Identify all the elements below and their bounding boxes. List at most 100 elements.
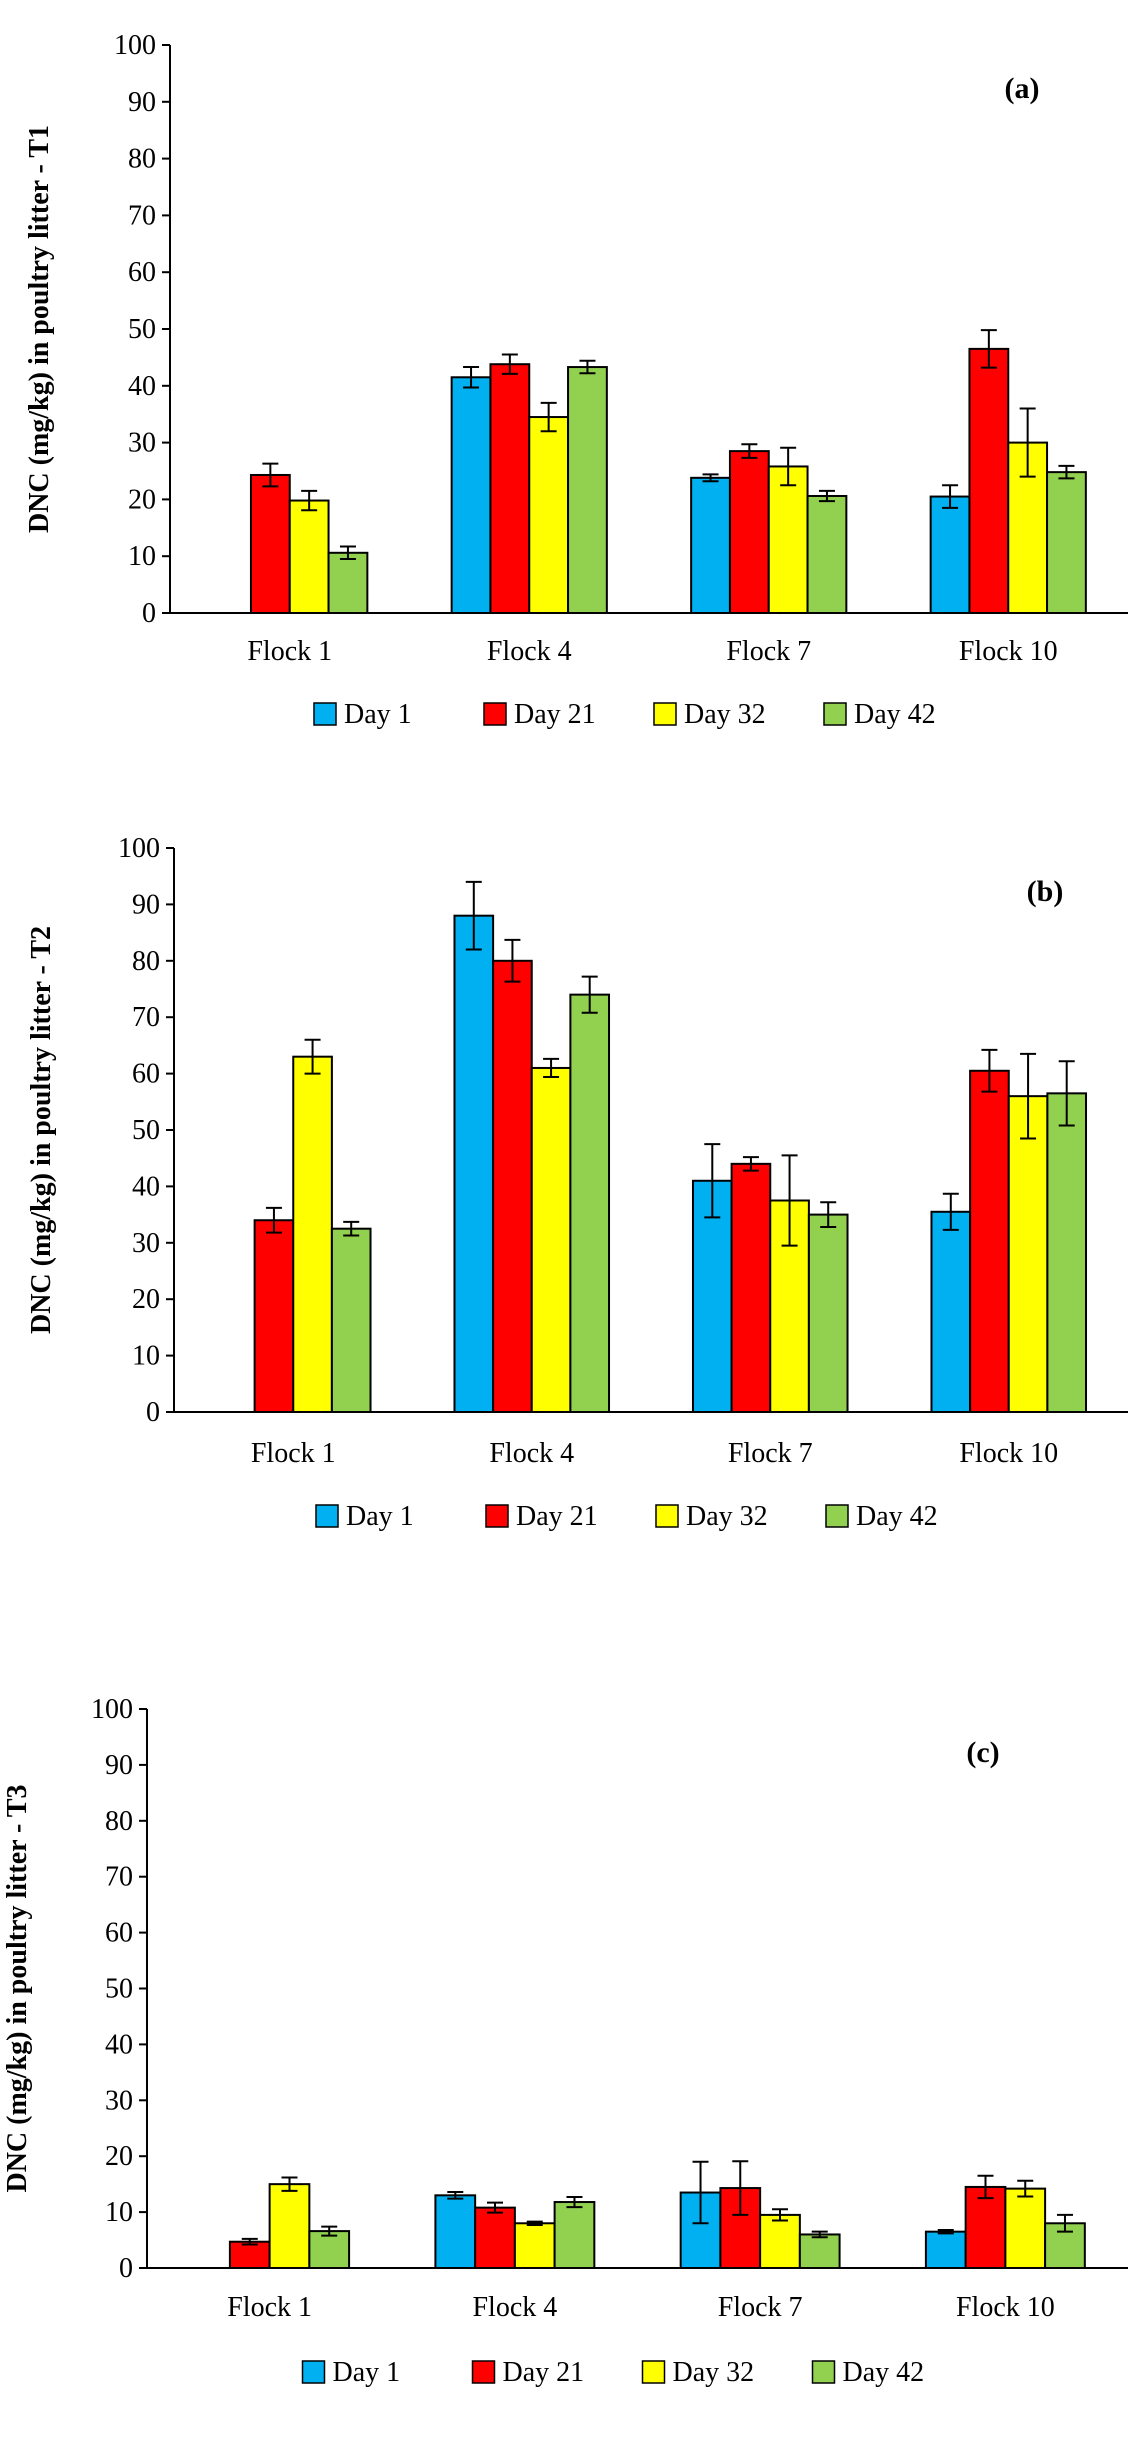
y-tick-label: 100 (91, 1694, 133, 1725)
chart-a: 0 10 20 30 40 50 60 70 80 90 100 DNC (mg/kg) in pou… (24, 30, 1128, 730)
legend-swatch (825, 1504, 849, 1528)
x-category-label: Flock 4 (472, 2292, 557, 2323)
bar-day-1-flock-10 (930, 1210, 972, 1413)
bar-day-21-flock-1 (228, 2240, 271, 2269)
y-tick-label: 70 (105, 1862, 133, 1893)
x-category-label: Flock 1 (227, 2292, 312, 2323)
bar-day-42-flock-7 (807, 1213, 849, 1413)
legend-swatch (655, 1504, 679, 1528)
legend-label: Day 32 (684, 699, 766, 730)
bar-day-21-flock-4 (492, 959, 533, 1414)
y-axis-title: DNC (mg/kg) in poultry litter - T2 (26, 926, 57, 1334)
panel-label: (b) (1027, 875, 1064, 908)
y-tick-label: 30 (132, 1228, 160, 1259)
x-category-label: Flock 4 (489, 1438, 574, 1469)
legend-label: Day 42 (843, 2357, 925, 2388)
y-tick-label: 70 (132, 1002, 160, 1033)
bar-day-32-flock-4 (528, 416, 570, 615)
y-tick-label: 10 (105, 2197, 133, 2228)
bar-day-42-flock-1 (330, 1227, 372, 1414)
x-category-label: Flock 1 (247, 636, 332, 667)
legend-label: Day 42 (854, 699, 936, 730)
y-tick-label: 100 (114, 30, 156, 61)
legend-swatch (315, 1504, 339, 1528)
y-tick-label: 80 (132, 946, 160, 977)
y-tick-label: 0 (146, 1397, 160, 1428)
bar-day-42-flock-7 (806, 494, 848, 615)
x-category-label: Flock 10 (959, 636, 1058, 667)
x-category-label: Flock 7 (726, 636, 811, 667)
y-tick-label: 80 (105, 1806, 133, 1837)
bar-day-1-flock-7 (691, 1179, 733, 1414)
y-tick-label: 50 (128, 314, 156, 345)
legend-swatch (823, 702, 847, 726)
y-tick-label: 0 (119, 2253, 133, 2284)
bar-day-32-flock-7 (759, 2213, 801, 2270)
bar-day-1-flock-10 (929, 495, 971, 614)
legend-label: Day 1 (344, 699, 412, 730)
legend-label: Day 32 (686, 1501, 768, 1532)
y-axis-title: DNC (mg/kg) in poultry litter - T3 (2, 1784, 33, 2192)
x-category-label: Flock 10 (956, 2292, 1055, 2323)
bar-day-21-flock-7 (730, 1162, 772, 1413)
bar-day-42-flock-10 (1046, 471, 1087, 614)
y-tick-label: 100 (118, 833, 160, 864)
bar-day-21-flock-10 (969, 1069, 1010, 1413)
y-tick-label: 20 (128, 484, 156, 515)
bar-day-32-flock-7 (769, 1199, 810, 1413)
chart-c: 0 10 20 30 40 50 60 70 80 90 100 DNC (mg/kg) in pou… (2, 1694, 1128, 2388)
y-tick-label: 60 (128, 257, 156, 288)
bar-day-42-flock-1 (308, 2230, 351, 2270)
y-tick-label: 10 (128, 541, 156, 572)
y-tick-label: 20 (132, 1284, 160, 1315)
legend-label: Day 1 (333, 2357, 401, 2388)
legend-swatch (471, 2360, 496, 2384)
y-tick-label: 90 (128, 87, 156, 118)
bar-day-1-flock-4 (453, 914, 495, 1414)
y-tick-label: 90 (132, 889, 160, 920)
y-tick-label: 40 (132, 1171, 160, 1202)
bar-day-32-flock-4 (513, 2222, 556, 2270)
bar-day-32-flock-10 (1004, 2187, 1047, 2270)
bar-day-32-flock-10 (1007, 1095, 1049, 1413)
y-tick-label: 40 (128, 371, 156, 402)
y-tick-label: 20 (105, 2141, 133, 2172)
legend-swatch (653, 702, 677, 726)
x-category-label: Flock 7 (728, 1438, 813, 1469)
bar-day-21-flock-4 (474, 2206, 516, 2269)
y-tick-label: 0 (142, 598, 156, 629)
chart-panel-a: 0 10 20 30 40 50 60 70 80 90 100 DNC (mg/kg) in pou… (0, 0, 1133, 805)
y-axis-title: DNC (mg/kg) in poultry litter - T1 (24, 125, 55, 533)
y-tick-label: 10 (132, 1341, 160, 1372)
bar-day-21-flock-4 (489, 363, 531, 614)
bar-day-42-flock-10 (1046, 1092, 1088, 1413)
bar-day-21-flock-1 (253, 1219, 295, 1413)
y-tick-label: 60 (105, 1918, 133, 1949)
bar-day-21-flock-10 (968, 347, 1010, 614)
bar-day-42-flock-4 (569, 993, 611, 1413)
legend-swatch (483, 702, 507, 726)
y-tick-label: 70 (128, 200, 156, 231)
y-tick-label: 30 (105, 2085, 133, 2116)
chart-panel-b: 0 10 20 30 40 50 60 70 80 90 100 DNC (mg/kg) in pou… (0, 805, 1133, 1665)
bar-day-1-flock-4 (434, 2194, 477, 2270)
bar-day-32-flock-1 (268, 2183, 311, 2270)
chart-b: 0 10 20 30 40 50 60 70 80 90 100 DNC (mg/kg) in pou… (26, 833, 1128, 1532)
bar-day-32-flock-1 (292, 1055, 333, 1413)
bar-day-21-flock-7 (728, 450, 770, 614)
bar-day-42-flock-7 (798, 2233, 841, 2270)
x-category-label: Flock 10 (959, 1438, 1058, 1469)
bar-day-1-flock-7 (690, 476, 731, 615)
bar-day-42-flock-4 (553, 2201, 596, 2270)
y-tick-label: 50 (132, 1115, 160, 1146)
legend-swatch (641, 2360, 666, 2384)
panel-label: (a) (1005, 72, 1040, 105)
bar-day-1-flock-4 (450, 376, 492, 614)
legend-label: Day 32 (673, 2357, 755, 2388)
bar-day-32-flock-7 (767, 465, 809, 614)
legend-swatch (485, 1504, 509, 1528)
x-category-label: Flock 7 (718, 2292, 803, 2323)
legend-label: Day 21 (503, 2357, 585, 2388)
y-tick-label: 60 (132, 1059, 160, 1090)
y-tick-label: 80 (128, 144, 156, 175)
